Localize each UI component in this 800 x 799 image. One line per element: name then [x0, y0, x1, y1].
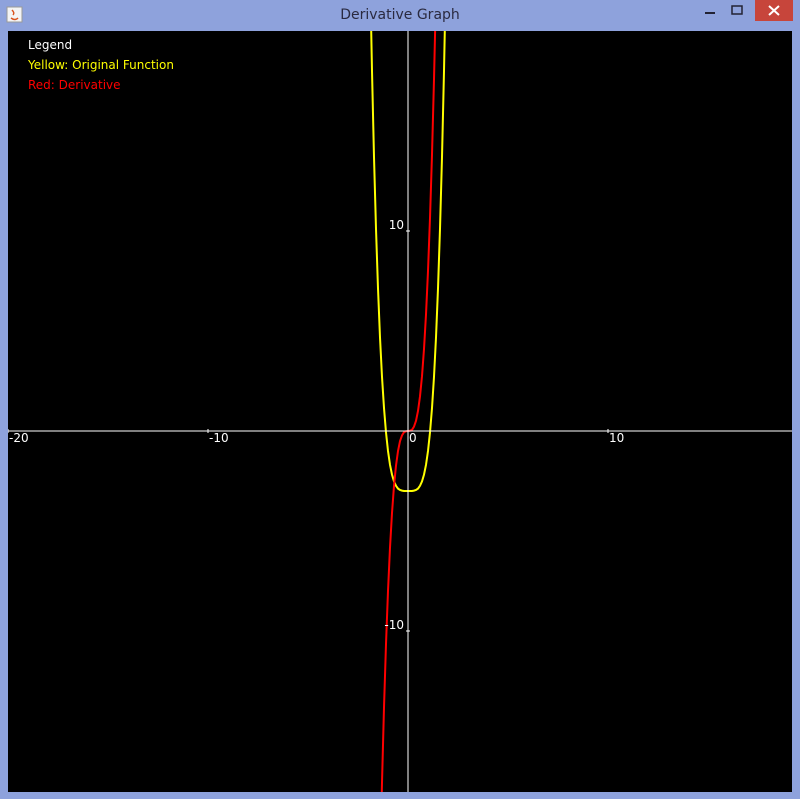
y-tick-label: -10	[384, 618, 404, 632]
x-tick-label: -20	[9, 431, 29, 445]
x-tick-label: -10	[209, 431, 229, 445]
x-tick-label: 0	[409, 431, 417, 445]
legend-entry: Red: Derivative	[28, 78, 121, 92]
legend-entry: Yellow: Original Function	[27, 58, 174, 72]
plot-background	[8, 31, 792, 792]
window-controls[interactable]	[696, 0, 800, 24]
chart: Legend -20 -10 0 10 10 -10 Yellow: Original Fu…	[8, 31, 792, 792]
close-button[interactable]	[755, 0, 793, 21]
window-title: Derivative Graph	[340, 7, 460, 23]
legend-title: Legend	[28, 38, 72, 52]
app-icon	[6, 6, 23, 23]
y-tick-label: 10	[389, 218, 404, 232]
x-tick-label: 10	[609, 431, 624, 445]
maximize-button[interactable]	[731, 5, 743, 15]
